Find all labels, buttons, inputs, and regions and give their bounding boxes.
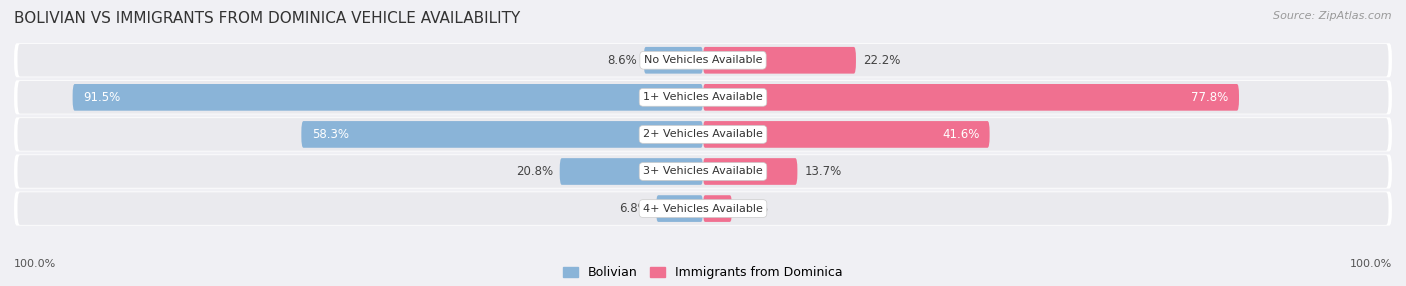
- Text: 2+ Vehicles Available: 2+ Vehicles Available: [643, 130, 763, 139]
- Legend: Bolivian, Immigrants from Dominica: Bolivian, Immigrants from Dominica: [558, 261, 848, 284]
- Text: 77.8%: 77.8%: [1191, 91, 1229, 104]
- Text: 22.2%: 22.2%: [863, 54, 900, 67]
- FancyBboxPatch shape: [301, 121, 703, 148]
- FancyBboxPatch shape: [14, 80, 1392, 114]
- Text: 1+ Vehicles Available: 1+ Vehicles Available: [643, 92, 763, 102]
- Text: BOLIVIAN VS IMMIGRANTS FROM DOMINICA VEHICLE AVAILABILITY: BOLIVIAN VS IMMIGRANTS FROM DOMINICA VEH…: [14, 11, 520, 26]
- FancyBboxPatch shape: [560, 158, 703, 185]
- Text: 13.7%: 13.7%: [804, 165, 842, 178]
- Text: No Vehicles Available: No Vehicles Available: [644, 55, 762, 65]
- FancyBboxPatch shape: [17, 192, 1389, 225]
- FancyBboxPatch shape: [703, 47, 856, 74]
- FancyBboxPatch shape: [73, 84, 703, 111]
- FancyBboxPatch shape: [644, 47, 703, 74]
- Text: 100.0%: 100.0%: [1350, 259, 1392, 269]
- FancyBboxPatch shape: [703, 158, 797, 185]
- Text: 4+ Vehicles Available: 4+ Vehicles Available: [643, 204, 763, 214]
- FancyBboxPatch shape: [703, 121, 990, 148]
- FancyBboxPatch shape: [14, 117, 1392, 152]
- FancyBboxPatch shape: [657, 195, 703, 222]
- FancyBboxPatch shape: [17, 155, 1389, 188]
- Text: 91.5%: 91.5%: [83, 91, 120, 104]
- FancyBboxPatch shape: [17, 44, 1389, 77]
- Text: 100.0%: 100.0%: [14, 259, 56, 269]
- FancyBboxPatch shape: [17, 118, 1389, 151]
- FancyBboxPatch shape: [14, 192, 1392, 226]
- Text: 6.8%: 6.8%: [620, 202, 650, 215]
- FancyBboxPatch shape: [703, 84, 1239, 111]
- Text: 3+ Vehicles Available: 3+ Vehicles Available: [643, 166, 763, 176]
- Text: 41.6%: 41.6%: [942, 128, 979, 141]
- Text: 8.6%: 8.6%: [607, 54, 637, 67]
- Text: 4.2%: 4.2%: [738, 202, 769, 215]
- FancyBboxPatch shape: [14, 43, 1392, 77]
- FancyBboxPatch shape: [17, 81, 1389, 114]
- FancyBboxPatch shape: [703, 195, 733, 222]
- Text: Source: ZipAtlas.com: Source: ZipAtlas.com: [1274, 11, 1392, 21]
- FancyBboxPatch shape: [14, 154, 1392, 188]
- Text: 58.3%: 58.3%: [312, 128, 349, 141]
- Text: 20.8%: 20.8%: [516, 165, 553, 178]
